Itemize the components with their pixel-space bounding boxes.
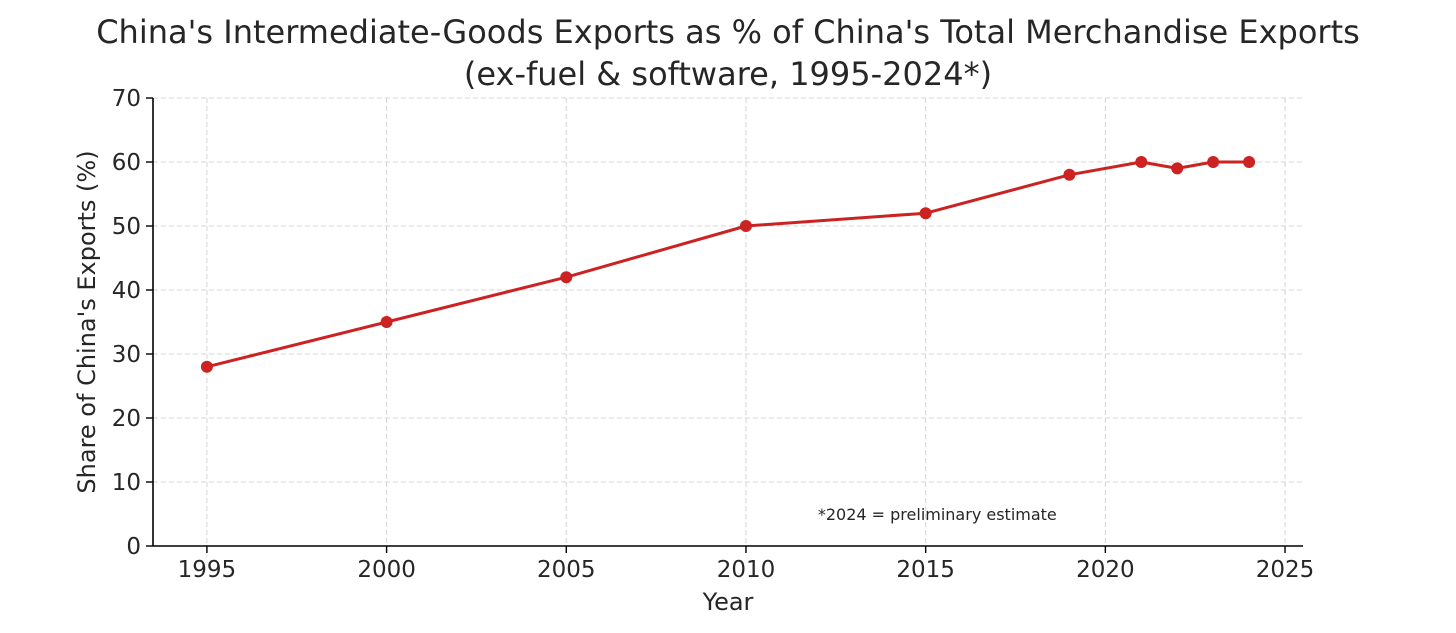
y-tick-label: 40 bbox=[112, 278, 141, 304]
x-tick-label: 2015 bbox=[896, 557, 955, 583]
y-axis-title: Share of China's Exports (%) bbox=[73, 150, 101, 493]
axes bbox=[152, 98, 1303, 547]
data-point bbox=[380, 316, 393, 328]
x-tick-label: 2025 bbox=[1256, 557, 1315, 583]
data-point bbox=[1135, 156, 1148, 168]
y-tick-label: 0 bbox=[126, 534, 141, 560]
chart-subtitle: (ex-fuel & software, 1995-2024*) bbox=[464, 55, 992, 93]
x-tick-label: 2020 bbox=[1076, 557, 1135, 583]
y-tick-label: 30 bbox=[112, 342, 141, 368]
y-tick-label: 50 bbox=[112, 214, 141, 240]
data-point bbox=[1063, 168, 1076, 181]
series-layer bbox=[200, 156, 1256, 373]
x-tick-label: 1995 bbox=[178, 557, 237, 583]
data-point bbox=[560, 271, 573, 284]
x-tick-label: 2005 bbox=[537, 557, 596, 583]
annotation-note: *2024 = preliminary estimate bbox=[818, 505, 1057, 524]
x-tick-label: 2010 bbox=[717, 557, 776, 583]
data-point bbox=[200, 360, 213, 373]
x-tick-label: 2000 bbox=[357, 557, 416, 583]
chart-title: China's Intermediate-Goods Exports as % … bbox=[96, 13, 1360, 51]
data-point bbox=[1171, 162, 1184, 175]
y-tick-label: 10 bbox=[112, 470, 141, 496]
y-tick-label: 60 bbox=[112, 150, 141, 176]
series-line bbox=[205, 160, 1251, 369]
data-point bbox=[1243, 156, 1256, 168]
data-point bbox=[1207, 156, 1220, 168]
data-point bbox=[919, 207, 932, 220]
y-axis-ticks: 0 10 20 30 40 50 60 70 bbox=[112, 86, 153, 560]
y-tick-label: 70 bbox=[112, 86, 141, 112]
x-axis-ticks: 1995 2000 2005 2010 2015 2020 2025 bbox=[178, 546, 1315, 583]
y-tick-label: 20 bbox=[112, 406, 141, 432]
x-axis-title: Year bbox=[702, 588, 754, 616]
data-point bbox=[739, 220, 752, 232]
